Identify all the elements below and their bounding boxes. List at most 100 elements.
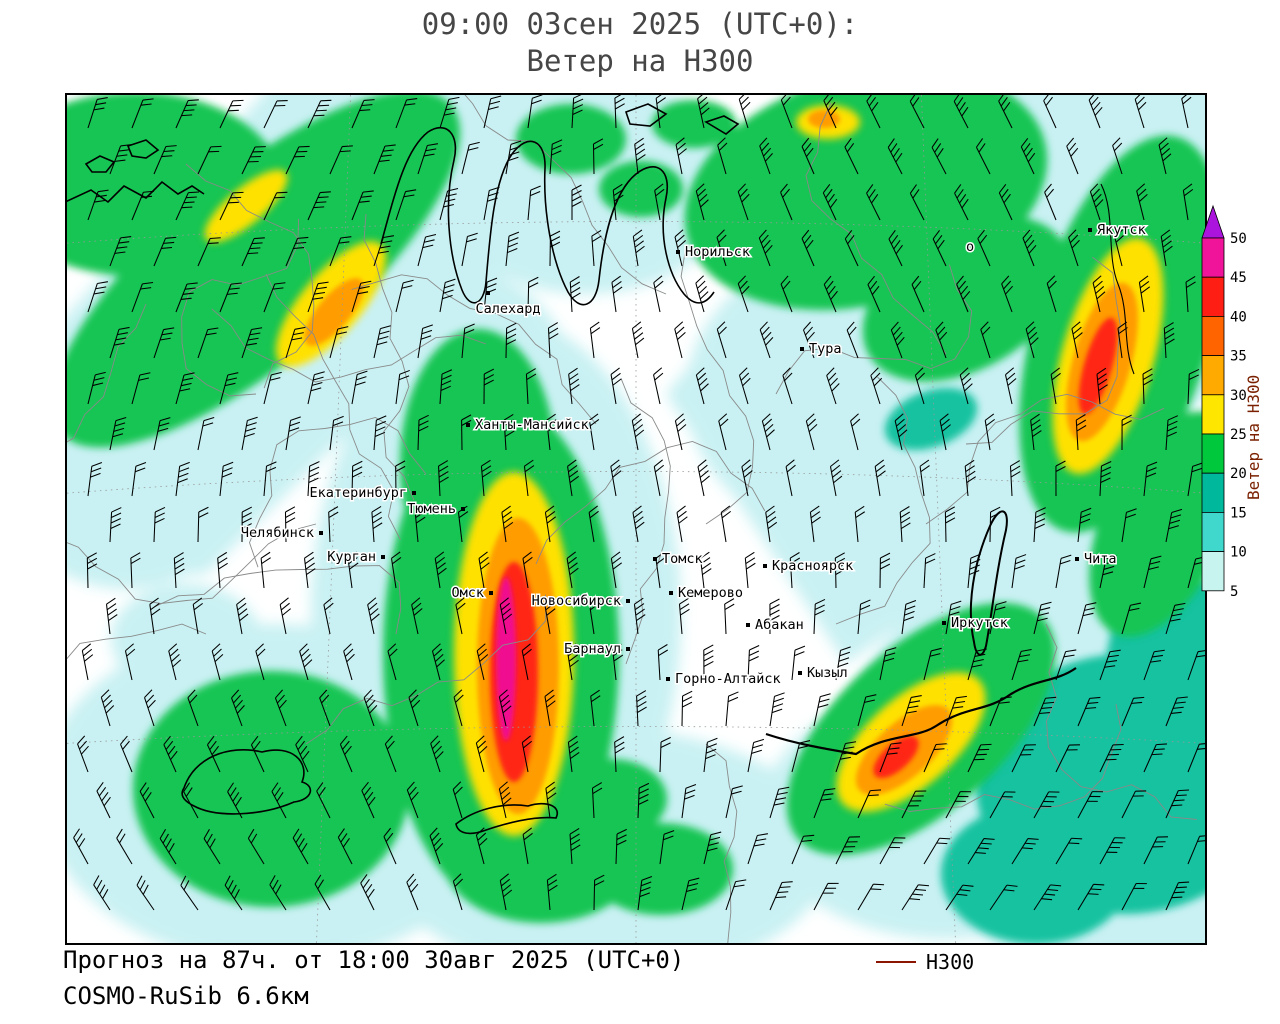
wind-barb <box>654 183 665 221</box>
wind-barb <box>241 237 265 267</box>
wind-barb <box>765 505 778 543</box>
wind-barb <box>501 505 514 543</box>
forecast-field-title: Ветер на H300 <box>526 44 754 78</box>
wind-barb <box>307 371 325 405</box>
wind-barb <box>153 506 166 543</box>
wind-barb <box>105 597 118 635</box>
wind-barb <box>879 552 891 589</box>
wind-barb <box>846 321 859 359</box>
wind-barb <box>429 827 444 865</box>
wind-barb <box>236 597 249 635</box>
wind-barb <box>168 643 182 681</box>
wind-barb <box>1143 649 1165 681</box>
wind-barb <box>452 781 463 819</box>
wind-barb <box>373 415 387 451</box>
wind-barb <box>478 551 490 589</box>
wind-barb <box>1077 507 1092 543</box>
wind-barb <box>720 505 732 543</box>
wind-barb <box>901 695 922 727</box>
wind-barb <box>175 191 200 221</box>
wind-barb <box>175 372 195 405</box>
city-dot <box>763 564 767 568</box>
model-info: COSMO-RuSib 6.6км <box>63 982 309 1010</box>
wind-barb <box>813 693 831 727</box>
wind-barb <box>527 94 543 129</box>
wind-barb <box>255 643 266 681</box>
wind-barb <box>363 689 378 727</box>
wind-barb <box>136 875 155 911</box>
wind-barb <box>307 281 329 313</box>
h300-legend-label: H300 <box>926 950 975 974</box>
wind-barb <box>610 367 622 405</box>
wind-barb <box>159 829 177 865</box>
wind-barb <box>263 191 288 221</box>
wind-barb <box>1001 275 1014 313</box>
wind-barb <box>822 183 838 221</box>
city-label: Томск <box>662 551 703 567</box>
wind-barb <box>697 94 710 129</box>
wind-barb <box>835 741 857 773</box>
city-dot <box>626 599 630 603</box>
wind-barb <box>589 321 601 359</box>
wind-barb <box>292 828 309 865</box>
wind-barb <box>77 735 89 773</box>
wind-barb <box>612 183 624 221</box>
wind-barb <box>591 229 602 267</box>
wind-barb <box>813 882 839 911</box>
wind-barb <box>813 788 836 819</box>
wind-barb <box>874 459 886 497</box>
city-label: Салехард <box>475 301 540 317</box>
wind-barb <box>967 648 987 681</box>
wind-barb <box>637 875 653 911</box>
wind-barb <box>569 276 581 313</box>
wind-barb <box>980 321 991 359</box>
wind-barb <box>887 138 903 175</box>
wind-barb <box>923 837 951 865</box>
wind-barb <box>699 551 712 589</box>
wind-barb <box>823 275 838 313</box>
wind-barb <box>674 413 687 451</box>
wind-barb <box>989 506 1001 543</box>
wind-barb <box>857 694 877 727</box>
wind-barb <box>329 145 353 175</box>
wind-barb <box>939 413 951 451</box>
wind-barb <box>1160 229 1173 267</box>
colorbar-tick-label: 30 <box>1230 388 1247 404</box>
wind-barb <box>655 94 666 129</box>
wind-barb <box>1077 696 1101 727</box>
wind-barb <box>1165 602 1186 635</box>
wind-barb <box>1022 229 1037 267</box>
wind-barb <box>395 460 406 497</box>
wind-barb <box>417 414 429 451</box>
forecast-datetime: 09:00 03сен 2025 (UTC+0): <box>421 7 859 41</box>
wind-barb <box>395 98 418 129</box>
wind-barb <box>124 643 136 681</box>
forecast-map: Норильск Салехард Тура Ханты-Мансийск Екатер… <box>65 93 1207 945</box>
wind-barb <box>250 735 265 773</box>
wind-barb <box>153 417 171 451</box>
wind-barb <box>1182 183 1194 221</box>
wind-barb <box>1033 884 1062 911</box>
wind-barb <box>744 551 756 589</box>
wind-barb <box>131 98 154 129</box>
wind-barb <box>498 689 512 727</box>
wind-barb <box>835 646 851 681</box>
city-markers-layer: Норильск Салехард Тура Ханты-Мансийск Екатер… <box>239 221 1147 689</box>
wind-barb <box>439 369 453 405</box>
wind-barb <box>1121 414 1132 451</box>
wind-barb <box>197 145 222 175</box>
wind-barb <box>636 690 647 727</box>
wind-barb <box>967 743 992 773</box>
wind-barb <box>1121 790 1147 819</box>
wind-barb <box>351 370 368 405</box>
wind-barb <box>203 829 221 865</box>
wind-barb <box>549 139 563 175</box>
wind-barb <box>285 236 309 267</box>
wind-barb <box>1004 367 1017 405</box>
wind-barb <box>1187 742 1206 773</box>
wind-barb <box>263 461 277 497</box>
wind-barb <box>1121 508 1137 543</box>
wind-barb <box>769 881 793 911</box>
wind-barb <box>100 689 115 727</box>
wind-barb <box>1046 275 1057 313</box>
